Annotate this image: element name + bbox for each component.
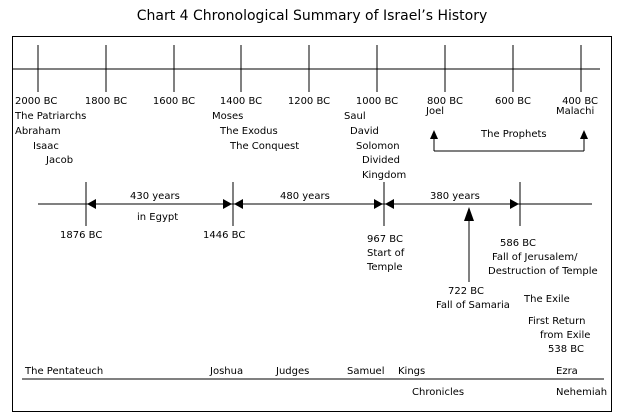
moses-group: Moses The Exodus The Conquest [212,111,299,152]
scale-label: 2000 BC [15,96,57,107]
jacob-label: Jacob [45,155,73,166]
patriarchs-group: The Patriarchs Abraham Isaac Jacob [14,111,86,166]
joel-arrow-head [430,130,438,139]
scale-labels: 2000 BC 1800 BC 1600 BC 1400 BC 1200 BC 1000 … [15,96,598,107]
conquest-label: The Conquest [229,141,299,152]
book-nehemiah: Nehemiah [556,387,607,398]
book-kings: Kings [398,366,425,377]
david-label: David [350,126,379,137]
prophets-label: The Prophets [480,129,547,140]
date-1876-label: 1876 BC [60,230,102,241]
date-1446-label: 1446 BC [203,230,245,241]
malachi-arrow-head [580,130,588,139]
exodus-label: The Exodus [219,126,278,137]
return-line1: First Return [528,316,585,327]
arrow-judges-right [374,199,383,209]
chart-frame [12,36,612,412]
books-row: The Pentateuch Joshua Judges Samuel King… [22,366,607,398]
egypt-years-label: 430 years [130,191,180,202]
scale-label: 800 BC [427,96,463,107]
book-pentateuch: The Pentateuch [24,366,103,377]
chart-title: Chart 4 Chronological Summary of Israel’… [136,8,488,24]
destruction-temple-label: Destruction of Temple [488,266,598,277]
arrow-kingdom-right [510,199,519,209]
scale-label: 600 BC [495,96,531,107]
book-ezra: Ezra [556,366,578,377]
samaria-arrow-head [464,207,474,221]
arrow-kingdom-left [385,199,394,209]
moses-label: Moses [212,111,243,122]
divided-label: Divided [362,155,400,166]
book-chronicles: Chronicles [412,387,464,398]
abraham-label: Abraham [15,126,61,137]
scale-label: 1800 BC [85,96,127,107]
patriarchs-heading: The Patriarchs [14,111,86,122]
monarchy-group: Saul David Solomon Divided Kingdom [344,111,406,181]
scale-label: 400 BC [562,96,598,107]
return-date: 538 BC [548,344,584,355]
book-joshua: Joshua [209,366,243,377]
arrow-judges-left [234,199,243,209]
temple-start-label: Start of [367,248,405,259]
kingdom-label: Kingdom [362,170,406,181]
temple-label: Temple [366,262,403,273]
exile-label: The Exile [523,294,570,305]
saul-label: Saul [344,111,366,122]
arrow-egypt-left [87,199,96,209]
kingdom-years-label: 380 years [430,191,480,202]
scale-label: 1000 BC [356,96,398,107]
judges-years-label: 480 years [280,191,330,202]
book-samuel: Samuel [347,366,385,377]
egypt-label: in Egypt [137,212,178,223]
date-967-label: 967 BC [367,234,403,245]
scale-ticks [37,45,582,92]
fall-jerusalem-label: Fall of Jerusalem/ [492,252,578,263]
scale-label: 1200 BC [288,96,330,107]
book-judges: Judges [275,366,309,377]
scale-label: 1400 BC [220,96,262,107]
solomon-label: Solomon [356,141,400,152]
joel-label: Joel [425,106,444,117]
malachi-label: Malachi [556,106,594,117]
main-timeline: 430 years in Egypt 480 years 380 years 1… [38,182,598,355]
prophets-group: Joel Malachi The Prophets [425,106,594,152]
return-line2: from Exile [540,330,590,341]
date-722-label: 722 BC [448,286,484,297]
scale-label: 1600 BC [153,96,195,107]
arrow-egypt-right [223,199,232,209]
isaac-label: Isaac [33,141,59,152]
fall-samaria-label: Fall of Samaria [436,300,510,311]
date-586-label: 586 BC [500,238,536,249]
